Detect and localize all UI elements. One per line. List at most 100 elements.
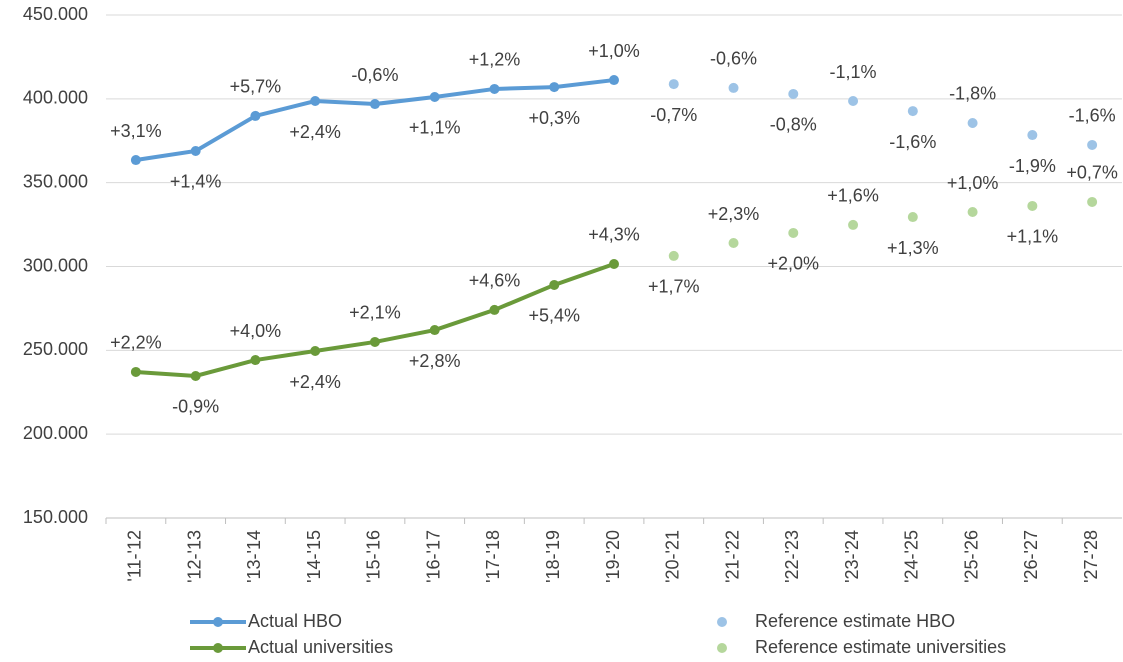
data-point — [429, 91, 440, 102]
data-label: +1,4% — [170, 172, 222, 192]
data-point — [848, 219, 859, 230]
data-point — [489, 83, 500, 94]
data-label: -1,9% — [1009, 156, 1056, 176]
data-point — [310, 346, 321, 357]
data-label: -0,8% — [770, 115, 817, 135]
y-tick-label: 300.000 — [23, 255, 88, 275]
legend-label: Actual universities — [248, 637, 393, 657]
x-tick-label: '26-'27 — [1021, 530, 1041, 583]
data-label: -0,9% — [172, 397, 219, 417]
data-point — [130, 155, 141, 166]
data-point — [668, 79, 679, 90]
data-label: +2,0% — [768, 254, 820, 274]
data-point — [728, 82, 739, 93]
data-label: -0,7% — [650, 105, 697, 125]
x-tick-label: '27-'28 — [1081, 530, 1101, 583]
data-label: +3,1% — [110, 121, 162, 141]
data-label: +4,3% — [588, 225, 640, 245]
data-point — [549, 82, 560, 93]
data-label: +1,7% — [648, 277, 700, 297]
data-label: +5,7% — [230, 77, 282, 97]
data-label: +2,3% — [708, 204, 760, 224]
y-tick-label: 350.000 — [23, 171, 88, 191]
data-label: +2,2% — [110, 333, 162, 353]
data-point — [907, 106, 918, 117]
data-label: -1,6% — [1069, 106, 1116, 126]
x-tick-label: '14-'15 — [304, 530, 324, 583]
x-tick-label: '15-'16 — [364, 530, 384, 583]
data-label: +0,7% — [1066, 163, 1118, 183]
data-label: +2,1% — [349, 303, 401, 323]
x-tick-label: '17-'18 — [483, 530, 503, 583]
x-tick-label: '13-'14 — [244, 530, 264, 583]
legend-marker — [717, 617, 727, 627]
y-tick-label: 200.000 — [23, 423, 88, 443]
x-tick-label: '24-'25 — [902, 530, 922, 583]
x-tick-label: '22-'23 — [782, 530, 802, 583]
data-point — [967, 207, 978, 218]
data-point — [489, 304, 500, 315]
data-point — [1027, 130, 1038, 141]
y-tick-label: 400.000 — [23, 88, 88, 108]
data-point — [668, 250, 679, 261]
legend-marker — [717, 643, 727, 653]
data-label: +1,1% — [409, 118, 461, 138]
data-label: +1,0% — [947, 173, 999, 193]
legend-marker — [213, 643, 223, 653]
legend-label: Reference estimate universities — [755, 637, 1006, 657]
data-point — [190, 370, 201, 381]
data-label: +2,4% — [289, 372, 341, 392]
data-label: -1,1% — [830, 62, 877, 82]
data-label: +2,8% — [409, 351, 461, 371]
data-point — [369, 336, 380, 347]
y-tick-label: 150.000 — [23, 507, 88, 527]
data-label: -0,6% — [710, 49, 757, 69]
data-label: +1,3% — [887, 238, 939, 258]
data-label: +1,1% — [1007, 227, 1059, 247]
data-label: +1,0% — [588, 41, 640, 61]
data-point — [907, 212, 918, 223]
x-tick-label: '16-'17 — [423, 530, 443, 583]
data-label: +1,6% — [827, 186, 879, 206]
legend-marker — [213, 617, 223, 627]
x-tick-label: '11-'12 — [125, 530, 145, 582]
legend-label: Actual HBO — [248, 611, 342, 631]
data-label: -1,8% — [949, 84, 996, 104]
data-point — [1087, 196, 1098, 207]
data-point — [788, 227, 799, 238]
x-tick-label: '21-'22 — [722, 530, 742, 583]
x-tick-label: '25-'26 — [961, 530, 981, 583]
data-point — [728, 238, 739, 249]
data-point — [788, 88, 799, 99]
data-label: +2,4% — [289, 122, 341, 142]
data-point — [848, 96, 859, 107]
data-label: +1,2% — [469, 50, 521, 70]
data-point — [967, 117, 978, 128]
data-point — [1087, 139, 1098, 150]
data-label: +0,3% — [528, 108, 580, 128]
data-label: -1,6% — [889, 132, 936, 152]
x-tick-label: '20-'21 — [663, 530, 683, 583]
x-tick-label: '18-'19 — [543, 530, 563, 583]
data-label: +5,4% — [528, 306, 580, 326]
data-point — [1027, 200, 1038, 211]
data-point — [310, 96, 321, 107]
data-point — [549, 279, 560, 290]
data-point — [609, 75, 619, 86]
y-tick-label: 450.000 — [23, 4, 88, 24]
data-point — [369, 99, 380, 110]
data-label: +4,6% — [469, 271, 521, 291]
data-point — [429, 325, 440, 336]
x-tick-label: '19-'20 — [603, 530, 623, 583]
data-point — [130, 366, 141, 377]
data-point — [250, 110, 261, 121]
x-tick-label: '23-'24 — [842, 530, 862, 583]
data-point — [609, 258, 619, 269]
data-point — [250, 355, 261, 366]
legend-label: Reference estimate HBO — [755, 611, 955, 631]
y-tick-label: 250.000 — [23, 339, 88, 359]
data-point — [190, 145, 201, 156]
data-label: -0,6% — [351, 65, 398, 85]
x-tick-label: '12-'13 — [184, 530, 204, 583]
